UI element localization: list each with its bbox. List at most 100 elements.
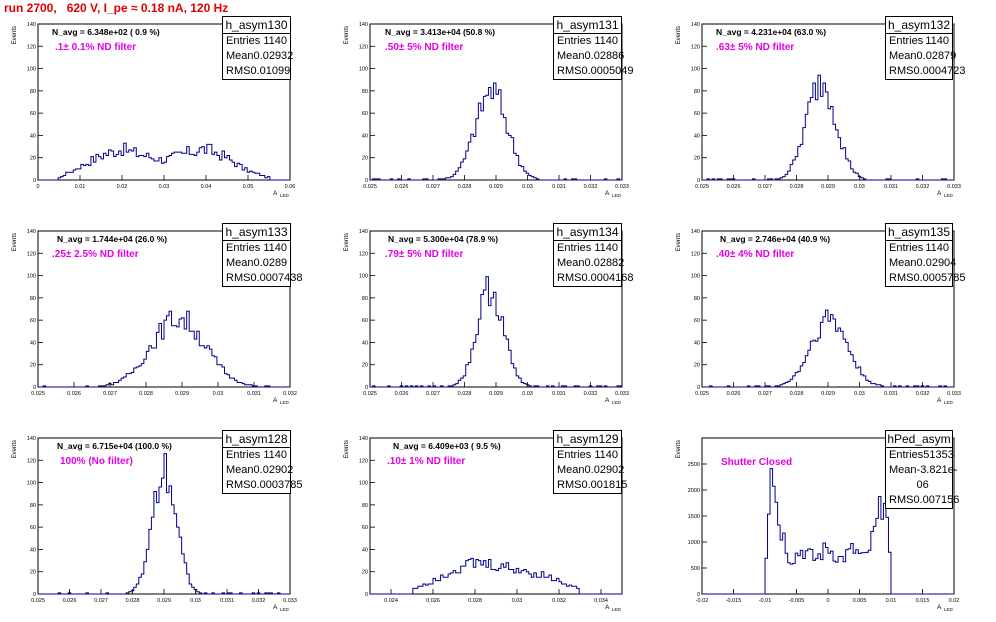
x-tick-label: 0.028 [139,391,153,397]
histogram-line-h_asym129 [370,557,622,595]
plot-frame [37,230,291,388]
stat-row-mean: Mean 0.02932 [223,49,293,64]
navg-label: N_avg = 5.300e+04 (78.9 %) [388,234,499,244]
stat-box-title: h_asym128 [223,431,290,448]
stat-value: 1140 [594,449,618,461]
y-tick-label: 0 [33,178,36,184]
y-tick-label: 60 [362,111,368,117]
stat-row-rms: RMS 0.0005785 [886,271,965,286]
histogram-panel-h_asym131: 0.025 0.026 0.027 0.028 0.029 0.03 0.031 0.032 0… [332,0,664,207]
stat-row-entries: Entries 1140 [886,241,952,256]
x-tick-label: 0.03 [159,184,170,190]
stat-box-title: h_asym131 [554,17,621,34]
y-axis-label: Events [676,233,682,251]
stat-value: 51353 [923,449,954,461]
y-tick-label: 0 [33,385,36,391]
stat-key: Mean [226,464,254,476]
y-tick-label: 80 [694,296,700,302]
stat-box-title: h_asym134 [554,224,621,241]
x-axis-label: A [273,397,278,404]
y-axis-label: Events [12,440,18,458]
x-tick-label: 0.033 [947,184,961,190]
x-tick-label: 0.03 [213,391,224,397]
x-tick-label: -0.02 [696,598,709,604]
x-tick-label: 0.032 [584,391,598,397]
y-tick-label: 20 [694,363,700,369]
y-tick-label: 40 [694,133,700,139]
y-tick-label: 120 [27,44,36,50]
filter-label: .25± 2.5% ND filter [52,249,139,260]
y-tick-label: 140 [27,229,36,235]
y-axis-label: Events [344,233,350,251]
x-tick-label: 0.027 [758,184,772,190]
filter-label: Shutter Closed [721,457,793,468]
x-tick-label: 0.029 [489,184,503,190]
histogram-panel-h_asym129: 0.024 0.026 0.028 0.03 0.032 0.034 0 20 40 60 80 10… [332,414,664,621]
x-tick-label: 0.01 [75,184,86,190]
y-tick-label: 80 [362,89,368,95]
y-tick-label: 80 [30,89,36,95]
stat-key: Entries [226,242,261,254]
y-tick-label: 100 [27,481,36,487]
y-tick-label: 0 [697,592,700,598]
x-tick-label: 0.027 [758,391,772,397]
y-tick-label: 20 [694,156,700,162]
stat-key: Entries [226,35,261,47]
x-tick-label: 0.026 [395,184,409,190]
y-tick-label: 60 [30,525,36,531]
stat-value: 1140 [594,242,618,254]
stat-row-mean: Mean 0.0289 [223,256,290,271]
histogram-plot: 0.025 0.026 0.027 0.028 0.029 0.03 0.031 0.032 0… [12,436,297,612]
stat-key: Mean [889,257,917,269]
stat-value: 0.02902 [584,464,625,476]
stat-value: 0.0005049 [581,65,634,77]
x-tick-label: 0.025 [363,391,377,397]
x-tick-label: 0.025 [31,598,45,604]
page-title: run 2700, 620 V, I_pe ≈ 0.18 nA, 120 Hz [4,1,229,15]
y-tick-label: 120 [27,458,36,464]
y-tick-label: 40 [30,133,36,139]
histogram-line-hPed_asym [702,468,954,595]
x-tick-label: 0.025 [31,391,45,397]
y-tick-label: 100 [27,67,36,73]
y-tick-label: 60 [694,111,700,117]
y-tick-label: 60 [694,318,700,324]
x-tick-label: 0.015 [916,598,930,604]
y-tick-label: 80 [694,89,700,95]
y-tick-label: 40 [362,133,368,139]
stat-key: Mean [557,257,585,269]
y-tick-label: 140 [359,22,368,28]
y-tick-label: 40 [694,340,700,346]
y-tick-label: 120 [691,251,700,257]
y-tick-label: 60 [362,525,368,531]
stat-box: h_asym135 Entries 1140 Mean 0.02904 RMS 0.0005… [885,223,965,287]
filter-label: .79± 5% ND filter [385,249,464,260]
x-tick-label: 0.03 [522,184,533,190]
stat-row-rms: RMS 0.0005049 [554,64,633,79]
y-tick-label: 120 [691,44,700,50]
x-tick-label: 0.031 [884,184,898,190]
x-tick-label: 0.031 [247,391,261,397]
x-tick-label: 0.029 [821,391,835,397]
navg-label: N_avg = 6.409e+03 ( 9.5 %) [393,441,501,451]
x-tick-label: 0.034 [594,598,608,604]
x-tick-label: 0.027 [426,184,440,190]
x-axis-label: A [605,604,610,611]
x-axis-label-sub: LED [612,400,622,405]
x-tick-label: 0.03 [854,184,865,190]
stat-key: Entries [557,449,592,461]
y-tick-label: 120 [359,44,368,50]
stat-value: 0.0289 [253,257,288,269]
histogram-panel-h_asym133: 0.025 0.026 0.027 0.028 0.029 0.03 0.031 0.032 0… [0,207,332,414]
stat-row-rms: RMS 0.001815 [554,478,627,493]
stat-key: RMS [226,479,251,491]
navg-label: N_avg = 1.744e+04 (26.0 %) [57,234,168,244]
x-tick-label: 0.06 [285,184,296,190]
x-tick-label: 0.025 [363,184,377,190]
stat-key: Entries [226,449,261,461]
y-tick-label: 80 [30,296,36,302]
x-tick-label: 0.032 [584,184,598,190]
y-axis-label: Events [12,26,18,44]
stat-key: Mean [889,464,917,476]
y-tick-label: 140 [27,22,36,28]
